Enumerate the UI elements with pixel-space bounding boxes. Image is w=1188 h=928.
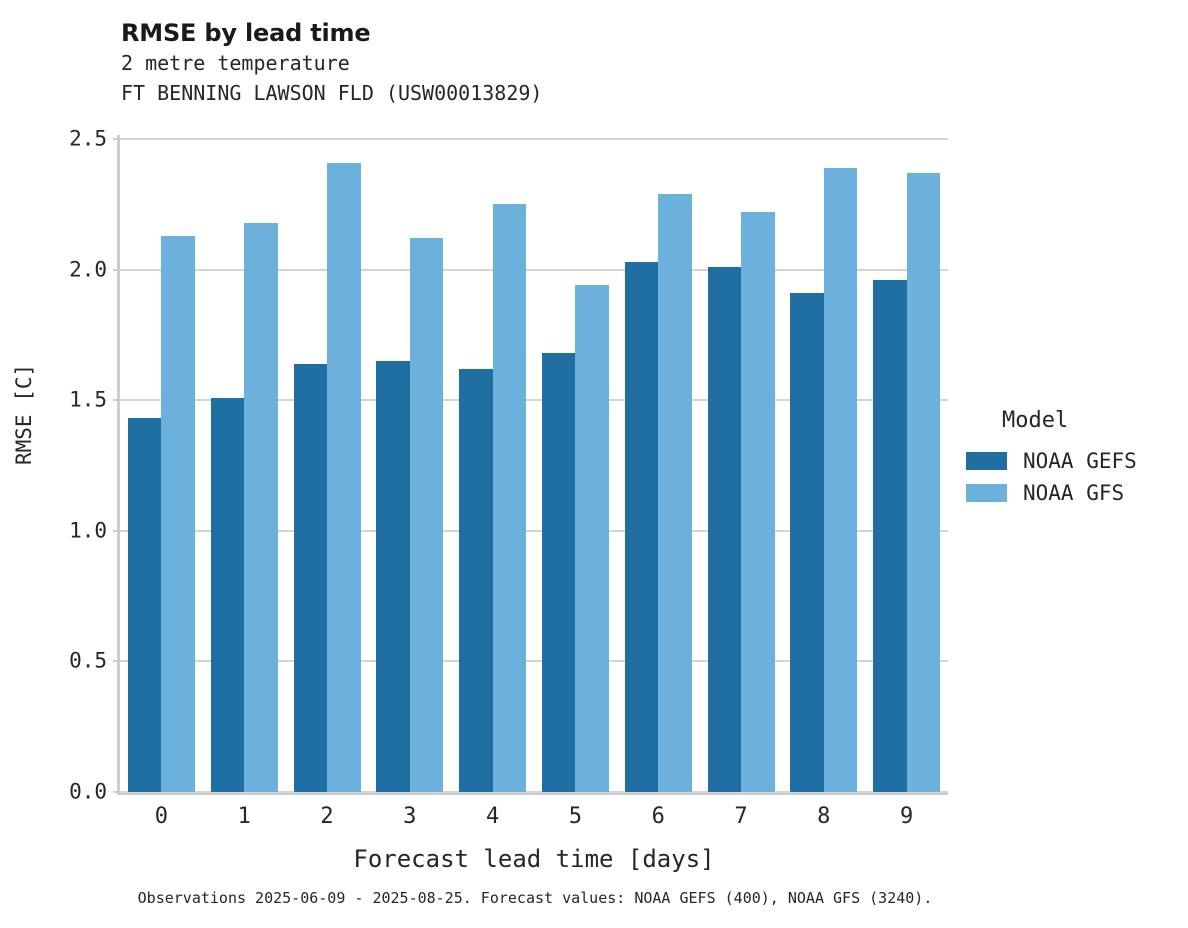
x-axis-tick-label: 4	[485, 804, 500, 829]
gridline	[120, 138, 948, 140]
bar	[658, 193, 692, 792]
chart-subtitle-variable: 2 metre temperature	[121, 51, 350, 75]
bar	[541, 353, 576, 792]
x-axis-tick-label: 6	[651, 804, 665, 829]
y-axis-title: RMSE [C]	[12, 363, 36, 465]
bar	[790, 293, 824, 792]
bar	[459, 368, 493, 792]
bar	[575, 285, 609, 792]
x-axis-tick-label: 2	[320, 804, 334, 829]
gridline	[120, 791, 948, 793]
y-axis-tick	[113, 138, 120, 140]
x-axis-tick-label: 7	[734, 804, 748, 829]
gridline	[120, 529, 948, 532]
x-axis-tick-label: 5	[568, 804, 583, 829]
x-axis-tick-label: 9	[899, 804, 914, 829]
bar	[127, 418, 162, 792]
y-axis-tick-label: 0.0	[69, 779, 107, 804]
y-axis-tick-label: 0.5	[69, 648, 107, 673]
bar	[492, 204, 527, 792]
legend-item[interactable]: NOAA GFS	[966, 477, 1181, 509]
plot-area: 0.0 0.5 1.0 1.5 2.0 2.5 0 1 2 3 4 5 6 7 8 9	[69, 128, 948, 829]
legend-item-label: NOAA GEFS	[1023, 449, 1137, 473]
bar	[293, 363, 327, 792]
x-axis-tick-label: 0	[154, 804, 169, 829]
y-axis-tick	[113, 399, 120, 402]
bar	[873, 280, 907, 792]
x-axis-tick-label: 1	[237, 804, 251, 829]
bar	[707, 267, 741, 792]
legend-item-label: NOAA GFS	[1023, 481, 1125, 505]
bar	[823, 167, 858, 792]
y-axis-tick	[113, 660, 120, 663]
legend-swatch-icon	[966, 484, 1007, 502]
bar	[161, 235, 195, 792]
legend-swatch-icon	[966, 452, 1007, 470]
y-axis-tick-label: 2.5	[69, 126, 107, 151]
bar-series-container	[120, 139, 948, 792]
bar	[409, 238, 444, 792]
legend-title: Model	[1002, 408, 1069, 433]
chart-subtitle-station: FT BENNING LAWSON FLD (USW00013829)	[121, 81, 543, 105]
legend-item[interactable]: NOAA GEFS	[966, 445, 1181, 477]
x-axis-tick-label: 8	[817, 804, 831, 829]
gridline	[120, 399, 948, 402]
title-block: RMSE by lead time 2 metre temperature FT…	[121, 18, 1021, 108]
bar	[244, 222, 278, 792]
y-axis-tick-label: 2.0	[69, 257, 107, 282]
page-title: RMSE by lead time	[121, 19, 371, 47]
bar	[327, 162, 361, 792]
bar	[906, 172, 941, 792]
y-axis-tick	[113, 791, 120, 793]
x-axis-title: Forecast lead time [days]	[353, 845, 715, 873]
legend-entries: NOAA GEFS NOAA GFS	[966, 445, 1181, 509]
bar	[376, 361, 410, 792]
gridline	[120, 660, 948, 663]
y-axis-tick-label: 1.5	[69, 387, 107, 412]
bar	[210, 397, 245, 792]
gridline	[120, 268, 948, 271]
y-axis-tick-label: 1.0	[69, 518, 107, 543]
legend: Model NOAA GEFS NOAA GFS	[966, 408, 1181, 509]
y-axis-tick	[113, 268, 120, 271]
x-axis-tick-label: 3	[403, 804, 417, 829]
bar	[741, 212, 775, 792]
y-axis-tick	[113, 529, 120, 532]
x-axis-spine	[117, 792, 948, 795]
figure-caption: Observations 2025-06-09 - 2025-08-25. Fo…	[137, 889, 933, 907]
y-axis-spine	[117, 135, 120, 795]
bar	[624, 261, 659, 792]
